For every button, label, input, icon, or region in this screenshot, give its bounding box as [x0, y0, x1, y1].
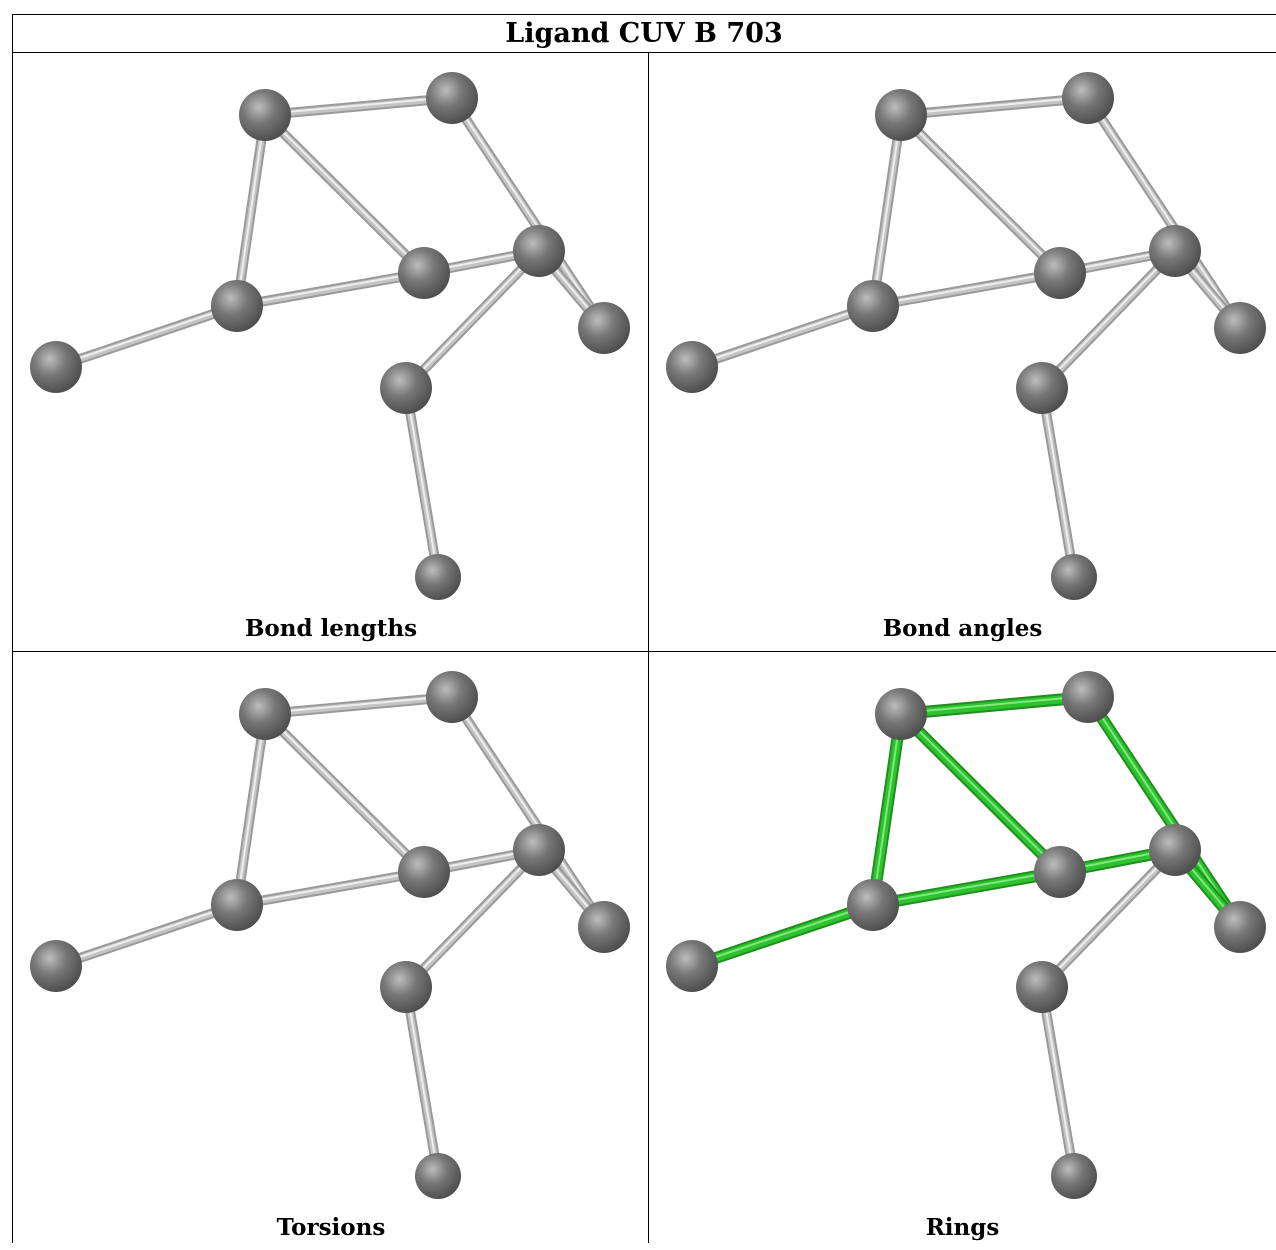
bond-A-D-highlight	[900, 113, 1061, 273]
atom-F	[513, 824, 565, 876]
atom-A	[875, 688, 927, 740]
caption-bond-lengths: Bond lengths	[244, 615, 418, 642]
figure-frame: Ligand CUV B 703 Bond lengths Bond angle…	[12, 14, 1276, 1243]
bond-B-G-highlight	[1087, 695, 1241, 927]
atom-I	[1051, 1153, 1097, 1199]
atom-I	[415, 1153, 461, 1199]
molecule-image-bond-lengths	[30, 72, 630, 600]
bond-C-E-highlight	[691, 903, 874, 966]
atom-A	[875, 89, 927, 141]
atom-B	[426, 671, 478, 723]
column-separator	[648, 52, 649, 1243]
atom-I	[1051, 554, 1097, 600]
atom-C	[211, 879, 263, 931]
atom-D	[1034, 247, 1086, 299]
caption-bond-angles: Bond angles	[882, 615, 1043, 642]
bond-H-I-highlight	[405, 985, 439, 1176]
atom-C	[211, 280, 263, 332]
caption-rings: Rings	[925, 1214, 1000, 1241]
left-border	[12, 14, 13, 1243]
atom-G	[578, 302, 630, 354]
atom-D	[398, 846, 450, 898]
molecule-image-bond-angles	[666, 72, 1266, 600]
atom-I	[415, 554, 461, 600]
atom-D	[1034, 846, 1086, 898]
bond-H-I-highlight	[405, 386, 439, 577]
atom-H	[1016, 961, 1068, 1013]
atom-B	[1062, 671, 1114, 723]
atom-H	[1016, 362, 1068, 414]
bond-A-D-highlight	[900, 712, 1061, 872]
bond-A-B-highlight	[264, 695, 453, 714]
bond-C-E-highlight	[691, 304, 874, 367]
molecule-image-rings	[666, 671, 1266, 1199]
bond-C-E-highlight	[55, 903, 238, 966]
atom-G	[578, 901, 630, 953]
bond-A-C-highlight	[236, 712, 266, 905]
bond-C-D-highlight	[872, 870, 1061, 905]
atom-B	[1062, 72, 1114, 124]
atom-H	[380, 362, 432, 414]
bond-B-G-highlight	[451, 96, 605, 328]
bond-B-G-highlight	[451, 695, 605, 927]
bond-B-G-highlight	[1087, 96, 1241, 328]
atom-D	[398, 247, 450, 299]
atom-G	[1214, 901, 1266, 953]
atom-A	[239, 89, 291, 141]
panel-bond-angles: Bond angles	[649, 53, 1276, 651]
bond-H-I-highlight	[1041, 985, 1075, 1176]
row-separator	[12, 651, 1276, 652]
bond-F-H-highlight	[405, 848, 540, 987]
bond-A-B-highlight	[900, 695, 1089, 714]
panel-bond-lengths: Bond lengths	[13, 53, 649, 651]
atom-E	[30, 940, 82, 992]
caption-torsions: Torsions	[276, 1214, 386, 1241]
bond-A-D-highlight	[264, 113, 425, 273]
bond-A-C-highlight	[872, 113, 902, 306]
atom-F	[1149, 225, 1201, 277]
atom-C	[847, 879, 899, 931]
bond-A-B-highlight	[900, 96, 1089, 115]
atom-F	[1149, 824, 1201, 876]
atom-E	[666, 341, 718, 393]
bond-F-H-highlight	[1041, 848, 1176, 987]
atom-C	[847, 280, 899, 332]
panel-rings: Rings	[649, 652, 1276, 1250]
bond-H-I-highlight	[1041, 386, 1075, 577]
top-border	[12, 14, 1276, 15]
figure-title: Ligand CUV B 703	[505, 17, 783, 49]
bond-F-H-highlight	[405, 249, 540, 388]
atom-B	[426, 72, 478, 124]
title-separator	[12, 52, 1276, 53]
bond-F-H-highlight	[1041, 249, 1176, 388]
bond-A-C-highlight	[872, 712, 902, 905]
bond-A-B-highlight	[264, 96, 453, 115]
bond-C-D-highlight	[236, 870, 425, 905]
panel-torsions: Torsions	[13, 652, 649, 1250]
bond-A-C-highlight	[236, 113, 266, 306]
atom-F	[513, 225, 565, 277]
bond-A-D-highlight	[264, 712, 425, 872]
bond-C-E-highlight	[55, 304, 238, 367]
bond-C-D-highlight	[236, 271, 425, 306]
molecule-image-torsions	[30, 671, 630, 1199]
atom-E	[666, 940, 718, 992]
atom-E	[30, 341, 82, 393]
atom-G	[1214, 302, 1266, 354]
atom-H	[380, 961, 432, 1013]
bond-C-D-highlight	[872, 271, 1061, 306]
atom-A	[239, 688, 291, 740]
